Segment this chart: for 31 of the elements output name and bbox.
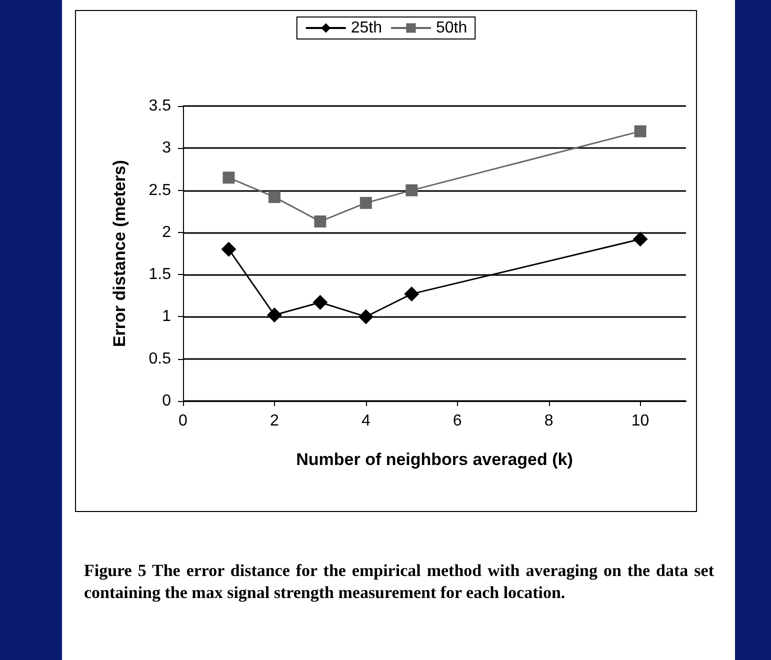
point: [312, 294, 328, 310]
x-axis-title: Number of neighbors averaged (k): [296, 450, 573, 469]
point: [404, 286, 420, 302]
y-tick-label: 0.5: [148, 350, 172, 368]
point: [358, 309, 374, 324]
point: [406, 184, 418, 196]
legend-label: 25th: [350, 20, 382, 36]
point: [268, 191, 280, 204]
point: [360, 196, 372, 209]
point: [222, 172, 235, 184]
y-tick-label: 3: [162, 140, 172, 157]
point: [314, 215, 326, 228]
y-tick-label: 1: [162, 308, 172, 326]
y-tick-label: 1.5: [148, 266, 172, 284]
y-tick-label: 3.5: [148, 98, 172, 114]
point: [221, 242, 236, 257]
y-axis-title: Error distance (meters): [110, 160, 129, 348]
y-tick-label: 0: [162, 392, 172, 410]
legend-label: 50th: [436, 20, 468, 36]
y-tick-label: 2.5: [148, 182, 172, 199]
x-tick-label: 4: [361, 412, 370, 430]
y-tick-label: 2: [162, 224, 172, 241]
point: [634, 125, 646, 138]
x-tick-label: 2: [270, 412, 279, 430]
x-tick-label: 6: [452, 412, 462, 430]
x-tick-label: 0: [178, 412, 188, 430]
caption: Figure 5 The error distance for the empirical method with averaging on the data set containing the max signal strength measurement for each location.: [84, 560, 714, 604]
point: [632, 232, 648, 247]
x-tick-label: 10: [631, 412, 650, 430]
point: [266, 308, 282, 323]
x-tick-label: 8: [544, 412, 554, 430]
